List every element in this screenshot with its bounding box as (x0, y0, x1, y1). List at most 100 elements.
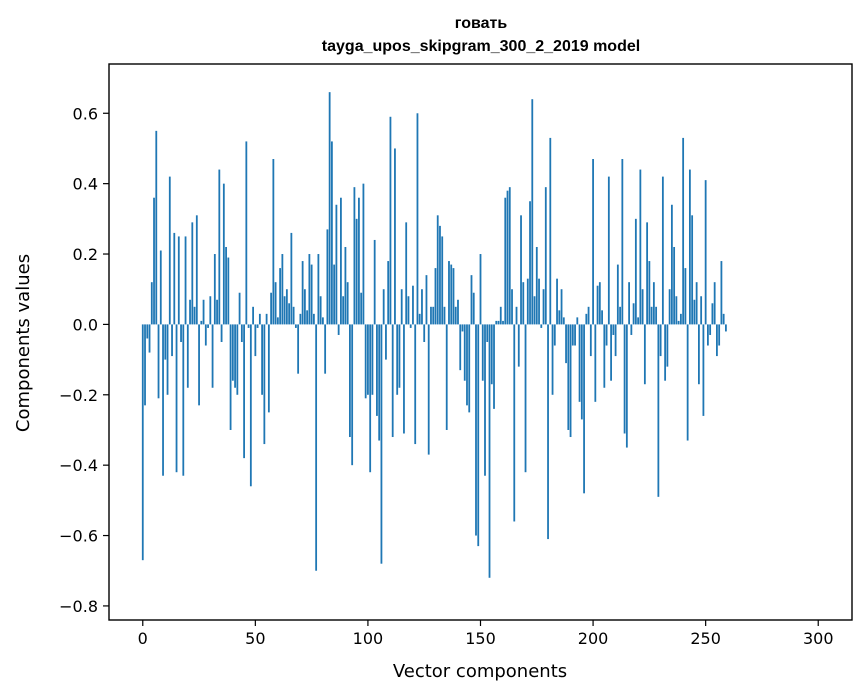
bar-127 (427, 324, 430, 455)
bar-230 (659, 324, 662, 357)
bar-46 (245, 141, 248, 325)
bar-239 (679, 313, 682, 325)
bar-176 (538, 278, 540, 325)
bar-235 (670, 204, 673, 325)
bar-214 (623, 324, 626, 434)
bar-197 (585, 313, 588, 325)
bar-218 (632, 303, 635, 325)
bar-119 (409, 324, 412, 328)
bar-212 (619, 306, 621, 325)
bar-135 (445, 324, 448, 430)
bar-226 (650, 306, 653, 325)
bar-24 (195, 215, 198, 325)
bar-129 (432, 306, 435, 325)
bar-69 (297, 324, 300, 374)
bar-38 (227, 257, 230, 325)
bar-255 (716, 324, 718, 357)
bar-222 (641, 289, 644, 325)
bar-131 (436, 215, 439, 325)
bar-57 (270, 292, 273, 325)
bar-104 (376, 324, 378, 416)
bars-group (141, 92, 727, 578)
bar-10 (164, 324, 167, 360)
bar-63 (283, 296, 286, 325)
bar-204 (601, 310, 603, 325)
bar-33 (216, 299, 218, 325)
x-tick-label: 200 (578, 629, 609, 648)
bar-179 (544, 187, 547, 325)
bar-71 (301, 261, 304, 325)
bar-9 (162, 324, 164, 476)
bar-220 (637, 317, 640, 325)
bar-113 (396, 324, 399, 395)
bar-185 (558, 310, 561, 325)
bar-183 (553, 324, 556, 346)
bar-72 (303, 289, 306, 325)
bar-188 (565, 324, 567, 364)
bar-112 (394, 148, 396, 325)
bar-116 (403, 324, 405, 434)
bar-190 (569, 324, 572, 438)
bar-213 (621, 159, 624, 325)
bar-8 (159, 250, 162, 325)
y-tick-label: 0.6 (73, 104, 98, 123)
bar-150 (479, 254, 482, 325)
bar-45 (243, 324, 245, 459)
x-tick-label: 100 (353, 629, 384, 648)
bar-100 (367, 324, 369, 395)
bar-76 (312, 313, 315, 325)
bar-121 (414, 324, 417, 445)
bar-136 (448, 261, 450, 325)
bar-142 (461, 324, 464, 332)
bar-233 (666, 324, 669, 367)
bar-35 (220, 324, 223, 342)
bar-259 (725, 324, 727, 332)
bar-223 (643, 324, 646, 385)
bar-88 (340, 197, 342, 325)
bar-174 (533, 296, 536, 325)
bar-118 (407, 296, 410, 325)
bar-15 (175, 324, 178, 473)
bar-62 (281, 254, 284, 325)
bar-97 (360, 292, 363, 325)
bar-160 (502, 320, 504, 325)
bar-189 (567, 324, 570, 430)
bar-192 (574, 324, 576, 346)
bar-60 (276, 317, 279, 325)
bar-216 (628, 282, 630, 325)
bar-237 (675, 296, 678, 325)
bar-178 (542, 289, 545, 325)
bar-193 (576, 317, 579, 325)
bar-18 (182, 324, 185, 476)
bar-66 (290, 232, 293, 325)
bar-67 (292, 306, 295, 325)
bar-19 (184, 236, 187, 325)
bar-199 (589, 324, 592, 357)
bar-65 (288, 303, 291, 325)
bar-89 (342, 296, 345, 325)
bar-115 (400, 289, 403, 325)
bar-133 (441, 236, 444, 325)
bar-141 (459, 324, 462, 371)
bar-93 (351, 324, 354, 466)
bar-96 (358, 197, 360, 325)
bar-42 (236, 324, 239, 395)
y-tick-label: 0.2 (73, 245, 98, 264)
bar-56 (267, 324, 270, 413)
chart-title-line1: говать (455, 15, 508, 32)
bar-114 (398, 324, 401, 388)
bar-41 (234, 324, 236, 388)
bar-256 (718, 324, 721, 346)
bar-40 (231, 324, 234, 381)
y-tick-label: 0.0 (73, 315, 98, 334)
bar-16 (177, 236, 180, 325)
bar-3 (148, 324, 151, 353)
bar-187 (562, 317, 565, 325)
bar-248 (700, 296, 703, 325)
bar-85 (333, 264, 336, 325)
y-tick-label: −0.4 (59, 456, 98, 475)
bar-224 (646, 222, 649, 325)
bar-163 (508, 187, 511, 325)
bar-155 (490, 324, 493, 385)
